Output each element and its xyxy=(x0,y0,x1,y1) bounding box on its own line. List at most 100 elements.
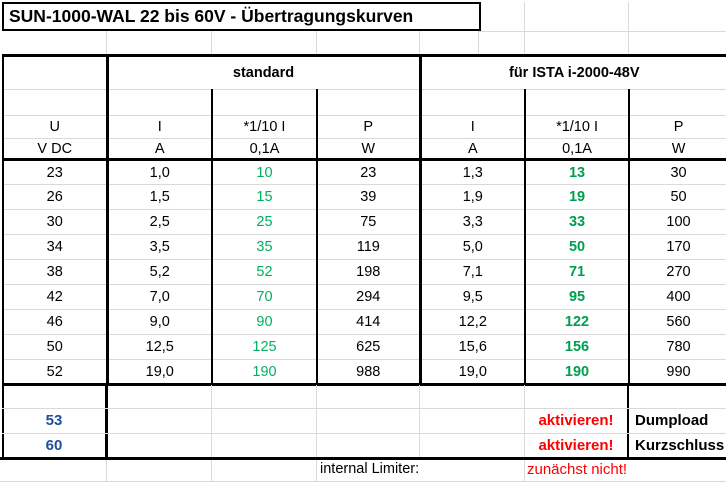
table-row: 30 2,5 25 75 3,3 33 100 xyxy=(3,209,726,235)
cell-std-i10[interactable]: 35 xyxy=(212,234,318,260)
cell-ista-p[interactable]: 30 xyxy=(629,159,726,185)
cell-std-i10[interactable]: 70 xyxy=(212,284,318,310)
cell-u[interactable]: 38 xyxy=(3,259,109,285)
cell-ista-i10[interactable]: 33 xyxy=(525,209,631,235)
unit-ista-i[interactable]: A xyxy=(420,138,527,161)
group-header-ista[interactable]: für ISTA i-2000-48V xyxy=(420,55,726,90)
value-internal-limiter[interactable]: zunächst nicht! xyxy=(527,461,628,478)
table-row: 42 7,0 70 294 9,5 95 400 xyxy=(3,284,726,310)
cell-std-i[interactable]: 1,0 xyxy=(107,159,213,185)
cell-ista-p[interactable]: 990 xyxy=(666,363,691,380)
cell-std-p[interactable]: 414 xyxy=(317,309,422,335)
cell-ista-p[interactable]: 400 xyxy=(629,284,726,310)
unit-std-p[interactable]: W xyxy=(317,138,422,161)
cell-std-i10[interactable]: 125 xyxy=(212,334,318,360)
cell-u[interactable]: 46 xyxy=(3,309,109,335)
header-ista-p[interactable]: P xyxy=(629,115,726,139)
unit-std-i[interactable]: A xyxy=(107,138,213,161)
cell-std-i10[interactable]: 190 xyxy=(212,359,318,385)
cell-std-i10[interactable]: 10 xyxy=(212,159,318,185)
cell-ista-i[interactable]: 12,2 xyxy=(420,309,527,335)
cell-std-i10[interactable]: 25 xyxy=(212,209,318,235)
unit-ista-p[interactable]: W xyxy=(629,138,726,161)
cell-ista-i10[interactable]: 71 xyxy=(525,259,631,285)
cell-u[interactable]: 42 xyxy=(3,284,109,310)
cell-empty[interactable] xyxy=(3,55,109,90)
label-internal-limiter[interactable]: internal Limiter: xyxy=(320,461,420,477)
group-header-standard[interactable]: standard xyxy=(107,55,422,90)
unit-ista-i10[interactable]: 0,1A xyxy=(525,138,631,161)
label-dumpload[interactable]: Dumpload xyxy=(635,412,709,429)
cell-ista-i10[interactable]: 156 xyxy=(525,334,631,360)
cell-voltage-53[interactable]: 53 xyxy=(45,412,63,429)
unit-std-i10[interactable]: 0,1A xyxy=(212,138,318,161)
cell-std-i[interactable]: 12,5 xyxy=(107,334,213,360)
cell-u[interactable]: 50 xyxy=(3,334,109,360)
unit-row: V DC A 0,1A W A 0,1A W xyxy=(3,138,726,161)
cell-voltage-60[interactable]: 60 xyxy=(45,437,63,454)
header-u[interactable]: U xyxy=(3,115,109,139)
cell-kurzschluss-action[interactable]: aktivieren! xyxy=(538,437,614,454)
cell-std-i[interactable]: 9,0 xyxy=(107,309,213,335)
header-ista-i[interactable]: I xyxy=(420,115,527,139)
cell-ista-i[interactable]: 1,3 xyxy=(420,159,527,185)
cell-std-p[interactable]: 198 xyxy=(317,259,422,285)
cell-std-i[interactable]: 19,0 xyxy=(107,359,213,385)
header-std-i10[interactable]: *1/10 I xyxy=(212,115,318,139)
cell-std-i[interactable]: 2,5 xyxy=(107,209,213,235)
cell-std-i10[interactable]: 15 xyxy=(212,184,318,210)
cell-ista-p[interactable]: 50 xyxy=(629,184,726,210)
title-cell[interactable]: SUN-1000-WAL 22 bis 60V - Übertragungsku… xyxy=(2,2,481,31)
column-header-row: U I *1/10 I P I *1/10 I P xyxy=(3,115,726,139)
cell-ista-i[interactable]: 19,0 xyxy=(420,359,527,385)
cell-ista-i[interactable]: 1,9 xyxy=(420,184,527,210)
label-kurzschluss[interactable]: Kurzschluss xyxy=(635,437,725,454)
header-ista-i10[interactable]: *1/10 I xyxy=(525,115,631,139)
cell-ista-p[interactable]: 780 xyxy=(629,334,726,360)
cell-ista-i10[interactable]: 95 xyxy=(525,284,631,310)
cell-std-i10[interactable]: 52 xyxy=(212,259,318,285)
cell-ista-p[interactable]: 170 xyxy=(629,234,726,260)
cell-ista-i10[interactable]: 19 xyxy=(525,184,631,210)
cell-ista-i10[interactable]: 13 xyxy=(525,159,631,185)
cell-ista-i[interactable]: 3,3 xyxy=(420,209,527,235)
spacer-row xyxy=(3,89,726,116)
cell-std-i[interactable]: 3,5 xyxy=(107,234,213,260)
cell-std-p[interactable]: 625 xyxy=(317,334,422,360)
cell-u[interactable]: 23 xyxy=(3,159,109,185)
cell-std-i[interactable]: 7,0 xyxy=(107,284,213,310)
cell-ista-p[interactable]: 100 xyxy=(629,209,726,235)
table-row: 52 19,0 190 988 19,0 190 990 xyxy=(3,359,726,385)
group-header-row: standard für ISTA i-2000-48V xyxy=(3,55,726,90)
cell-ista-p[interactable]: 560 xyxy=(629,309,726,335)
cell-std-p[interactable]: 988 xyxy=(317,359,422,385)
cell-ista-i[interactable]: 5,0 xyxy=(420,234,527,260)
cell-std-i[interactable]: 1,5 xyxy=(107,184,213,210)
table-row: 23 1,0 10 23 1,3 13 30 xyxy=(3,159,726,185)
cell-u[interactable]: 30 xyxy=(3,209,109,235)
cell-ista-i10[interactable]: 50 xyxy=(525,234,631,260)
cell-u[interactable]: 34 xyxy=(3,234,109,260)
table-row: 46 9,0 90 414 12,2 122 560 xyxy=(3,309,726,335)
table-row: 26 1,5 15 39 1,9 19 50 xyxy=(3,184,726,210)
cell-std-p[interactable]: 39 xyxy=(317,184,422,210)
cell-ista-i[interactable]: 9,5 xyxy=(420,284,527,310)
cell-std-p[interactable]: 75 xyxy=(317,209,422,235)
cell-std-p[interactable]: 294 xyxy=(317,284,422,310)
cell-ista-i10[interactable]: 190 xyxy=(525,359,631,385)
cell-ista-i10[interactable]: 122 xyxy=(525,309,631,335)
cell-ista-i[interactable]: 15,6 xyxy=(420,334,527,360)
cell-dumpload-action[interactable]: aktivieren! xyxy=(538,412,614,429)
header-std-i[interactable]: I xyxy=(107,115,213,139)
transfer-curve-table: standard für ISTA i-2000-48V U I *1/10 I… xyxy=(2,54,726,386)
cell-std-i[interactable]: 5,2 xyxy=(107,259,213,285)
cell-ista-p[interactable]: 270 xyxy=(629,259,726,285)
unit-u[interactable]: V DC xyxy=(3,138,109,161)
cell-std-p[interactable]: 119 xyxy=(317,234,422,260)
cell-std-p[interactable]: 23 xyxy=(317,159,422,185)
header-std-p[interactable]: P xyxy=(317,115,422,139)
cell-std-i10[interactable]: 90 xyxy=(212,309,318,335)
cell-ista-i[interactable]: 7,1 xyxy=(420,259,527,285)
cell-u[interactable]: 26 xyxy=(3,184,109,210)
cell-u[interactable]: 52 xyxy=(3,359,109,385)
